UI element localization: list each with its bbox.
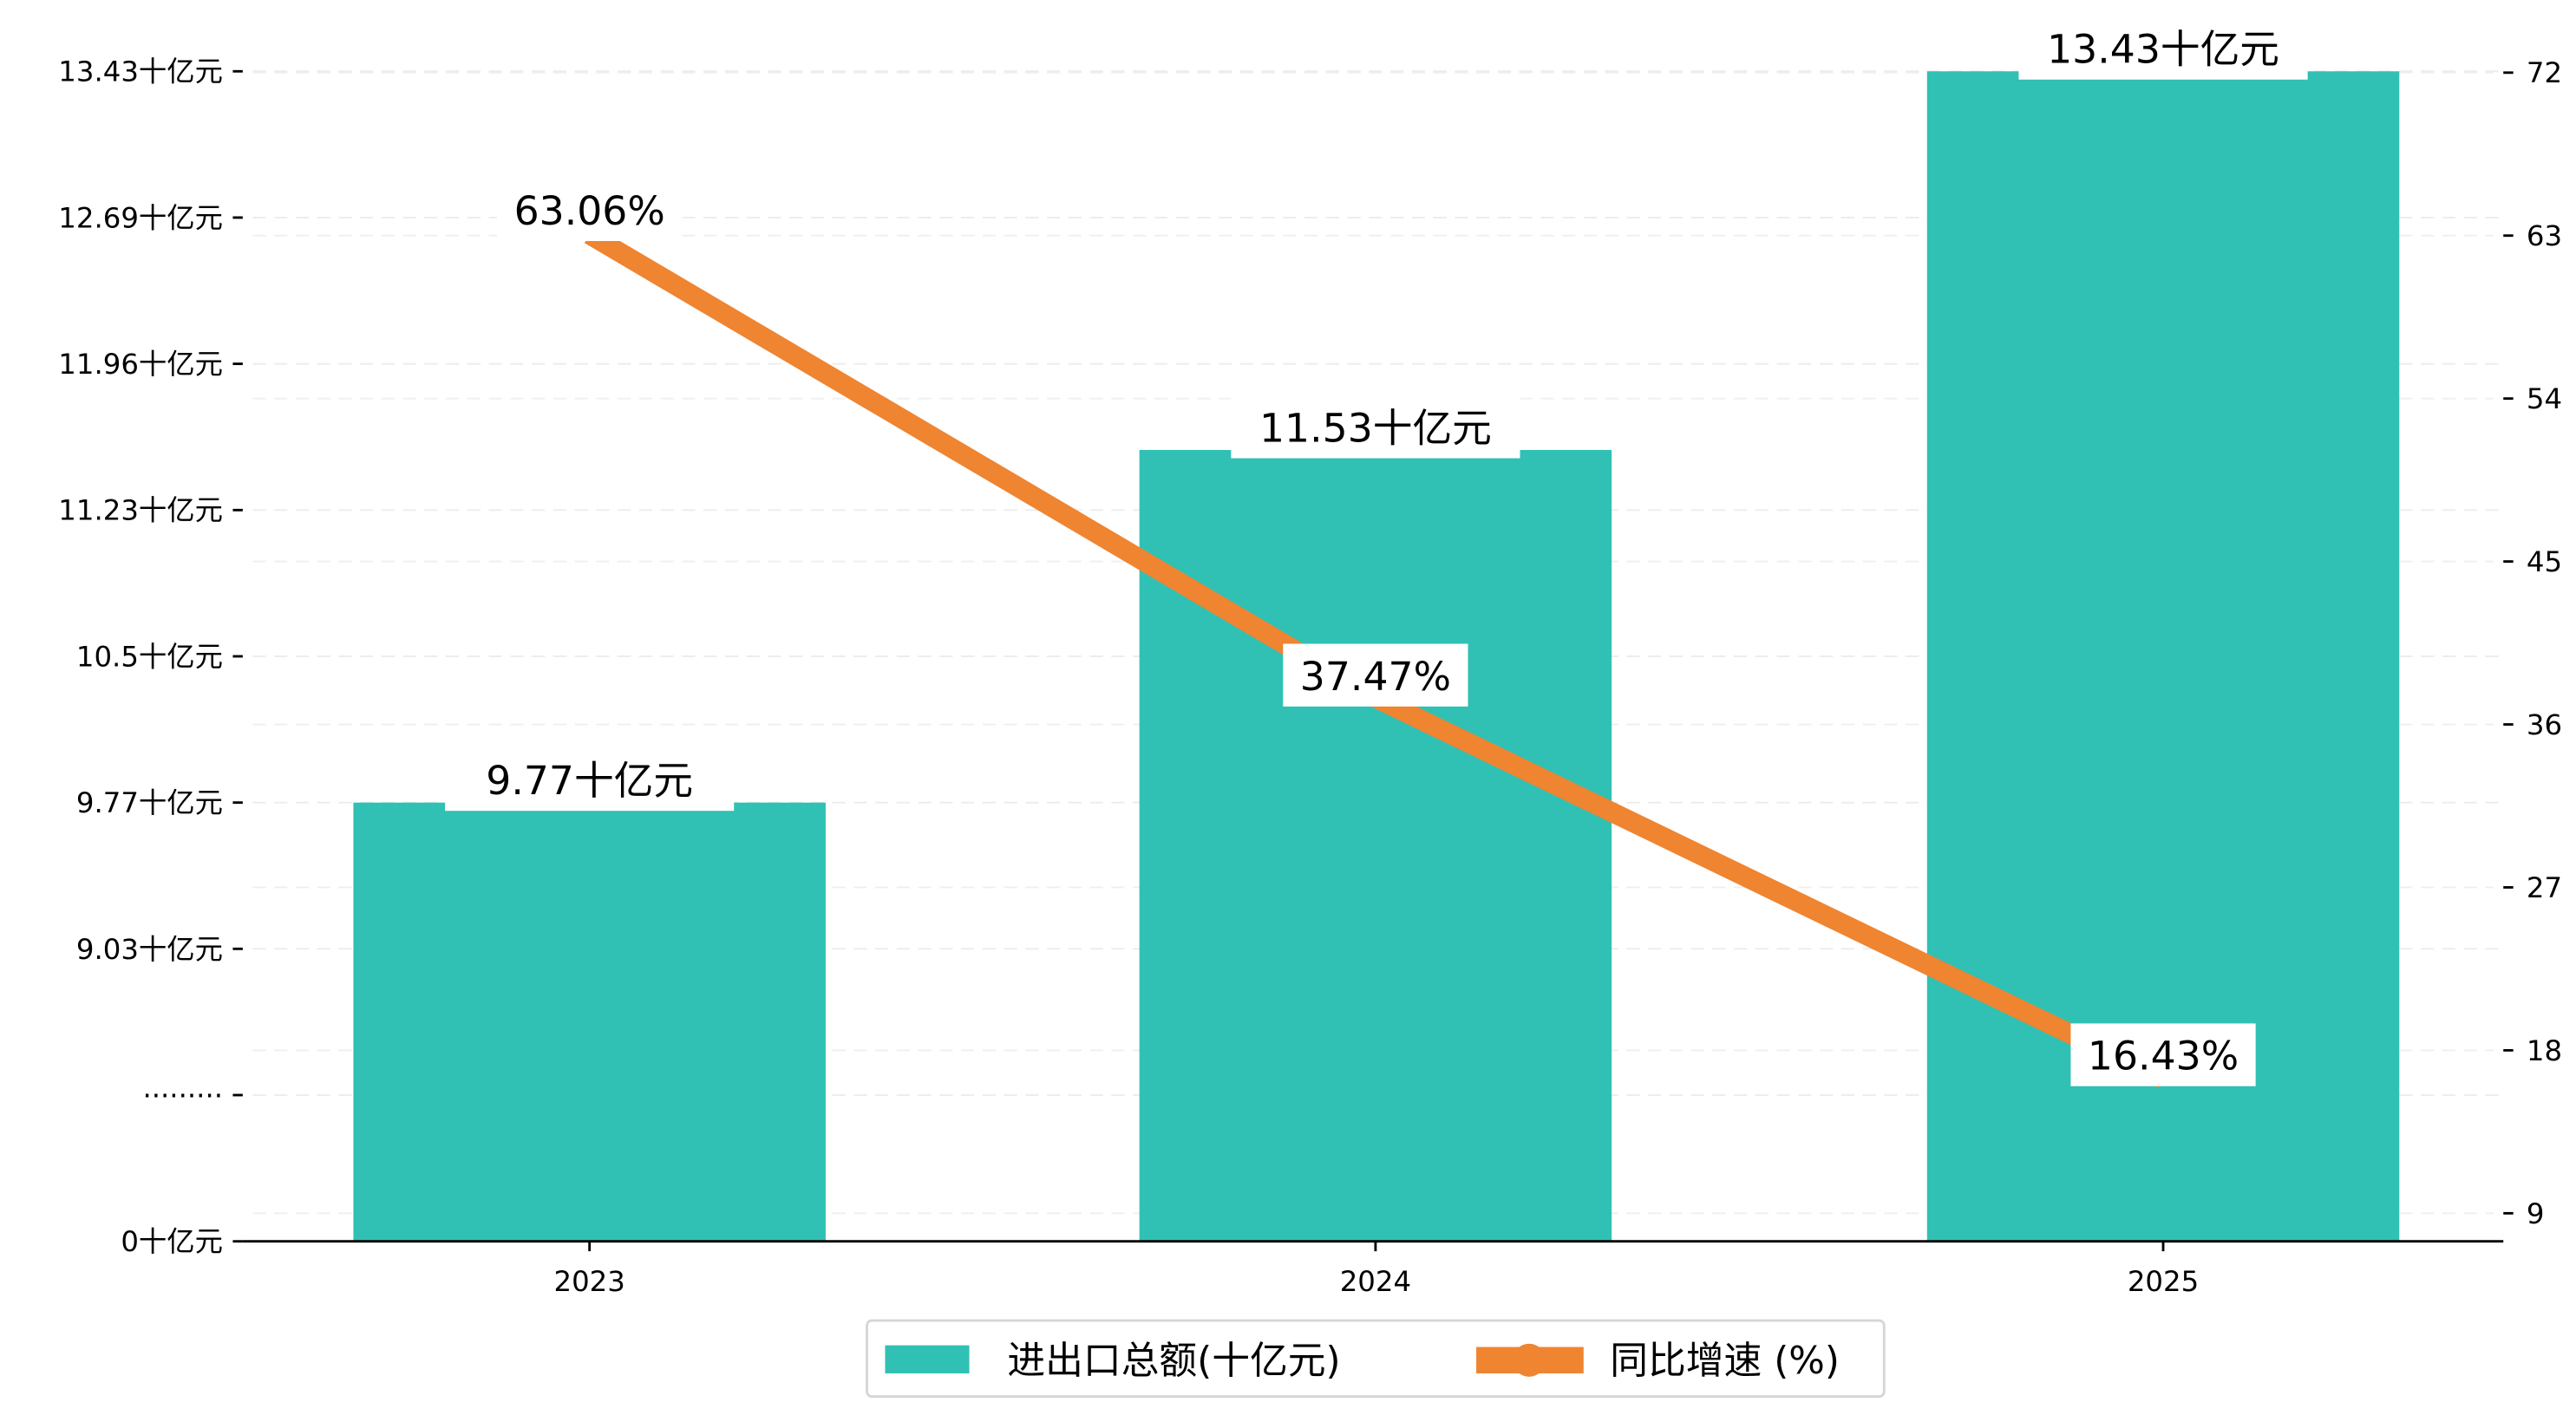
right-tick-label: 45 [2527, 545, 2562, 578]
right-tick-label: 27 [2527, 871, 2562, 904]
growth-value-label-bg [2070, 1023, 2256, 1086]
x-tick-label: 2023 [553, 1265, 624, 1298]
left-tick-label: ········· [142, 1079, 223, 1112]
growth-value-label: 63.06% [514, 188, 665, 234]
bar-value-label: 9.77十亿元 [486, 758, 693, 804]
left-tick-label: 11.96十亿元 [58, 348, 223, 381]
data-labels: 9.77十亿元 11.53十亿元 13.43十亿元 63.06% 37.47% 16.43… [445, 16, 2308, 1086]
right-tick-label: 63 [2527, 219, 2562, 252]
left-tick-label: 12.69十亿元 [58, 201, 223, 234]
left-tick-label: 10.5十亿元 [76, 640, 223, 673]
bar-value-label-bg [445, 747, 735, 812]
right-tick-label: 9 [2527, 1197, 2545, 1230]
bar-value-label: 13.43十亿元 [2047, 27, 2279, 73]
legend-box [866, 1319, 1886, 1399]
right-tick-label: 36 [2527, 708, 2562, 741]
bar-value-label-bg [2018, 16, 2308, 80]
right-tick-label: 54 [2527, 382, 2562, 415]
left-axis: 0十亿元 ········· 9.03十亿元 9.77十亿元 10.5十亿元 11.23十… [58, 55, 243, 1258]
x-axis: 2023 2024 2025 [553, 1241, 2199, 1298]
bar-2024 [1139, 449, 1612, 1242]
right-axis: 9 18 27 36 45 54 63 72 [2503, 56, 2562, 1230]
bar-value-label-bg [1231, 395, 1520, 459]
x-tick-label: 2025 [2128, 1265, 2199, 1298]
growth-value-label: 16.43% [2088, 1034, 2239, 1079]
bar-2023 [353, 802, 826, 1242]
bars [353, 71, 2400, 1242]
growth-value-label-bg [1283, 643, 1468, 707]
legend-bar-swatch [885, 1345, 970, 1374]
growth-value-label-bg [497, 178, 683, 241]
bar-value-label: 11.53十亿元 [1259, 405, 1492, 451]
left-tick-label: 11.23十亿元 [58, 494, 223, 527]
left-tick-label: 9.03十亿元 [76, 933, 223, 966]
legend-line-label: 同比增速 (%) [1610, 1339, 1840, 1383]
legend-bar-label: 进出口总额(十亿元) [1007, 1339, 1340, 1383]
legend: 进出口总额(十亿元) 同比增速 (%) [866, 1319, 1886, 1399]
left-tick-label: 13.43十亿元 [58, 55, 223, 88]
right-tick-label: 18 [2527, 1034, 2562, 1067]
left-tick-label: 9.77十亿元 [76, 786, 223, 819]
x-tick-label: 2024 [1340, 1265, 1411, 1298]
right-tick-label: 72 [2527, 56, 2562, 89]
legend-line-marker [1512, 1343, 1546, 1377]
left-tick-label: 0十亿元 [121, 1225, 223, 1258]
growth-value-label: 37.47% [1300, 654, 1451, 700]
